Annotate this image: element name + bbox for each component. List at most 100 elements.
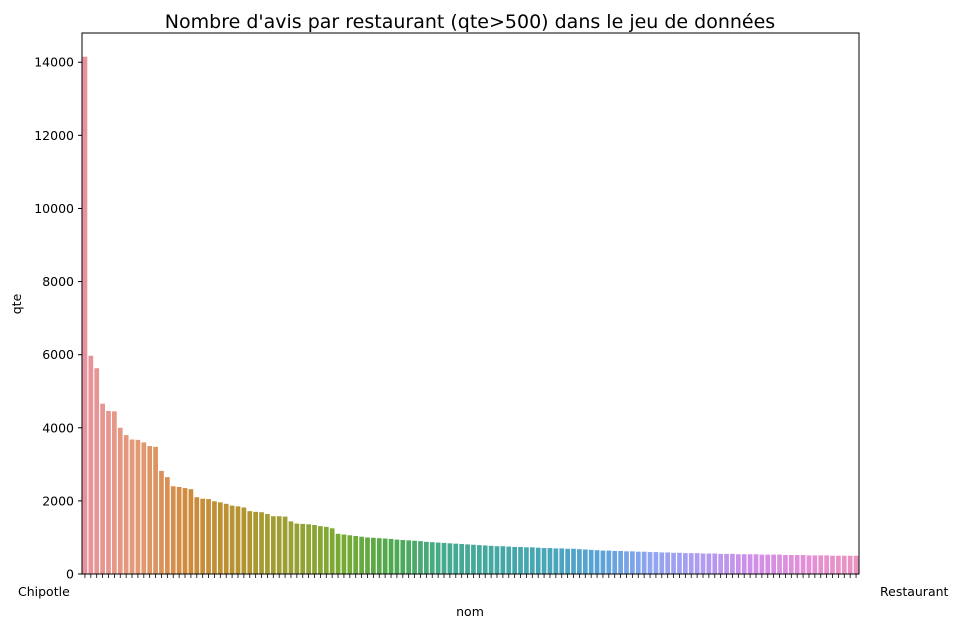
bar	[688, 553, 694, 574]
bar	[217, 502, 223, 574]
bar	[200, 498, 206, 574]
bar	[106, 410, 111, 574]
bar	[123, 435, 129, 574]
bar	[730, 553, 735, 574]
bar	[164, 477, 170, 574]
bar	[359, 536, 364, 574]
bar	[335, 533, 341, 574]
bar	[824, 555, 829, 574]
bar	[423, 541, 429, 574]
bar	[759, 554, 765, 574]
bar	[170, 486, 176, 574]
bar	[588, 549, 594, 574]
bar	[476, 545, 482, 574]
bar	[223, 503, 229, 574]
bar	[429, 542, 435, 574]
y-tick-label: 2000	[42, 493, 74, 508]
bar	[376, 538, 382, 574]
bar	[594, 550, 600, 574]
bar	[524, 547, 529, 574]
bar	[712, 553, 718, 574]
bar	[600, 550, 606, 574]
bar	[259, 512, 264, 574]
bar	[577, 549, 582, 574]
bar	[830, 555, 835, 574]
bar	[694, 553, 700, 574]
bar	[559, 548, 565, 574]
bar	[394, 539, 400, 574]
x-category-first: Chipotle	[18, 584, 70, 599]
bar	[241, 507, 247, 574]
y-tick-label: 12000	[34, 128, 74, 143]
bar	[836, 555, 841, 574]
bar	[612, 550, 618, 574]
bar	[682, 553, 688, 574]
bar	[323, 526, 329, 574]
bar	[506, 546, 512, 574]
bar	[847, 555, 853, 574]
x-category-last: Restaurant	[880, 584, 949, 599]
bar	[512, 546, 518, 574]
bar	[541, 548, 547, 574]
bar	[229, 505, 235, 574]
bar	[529, 547, 535, 574]
plot-frame	[81, 32, 860, 575]
bar	[135, 439, 141, 574]
bar	[447, 543, 453, 574]
bar	[794, 554, 800, 574]
bar	[488, 545, 494, 574]
y-axis-label: qte	[9, 293, 24, 314]
bar	[641, 551, 647, 574]
bar	[400, 540, 406, 574]
bar	[777, 554, 782, 574]
bar	[500, 546, 506, 574]
bar	[718, 553, 724, 574]
bar	[465, 544, 470, 574]
bar	[735, 554, 741, 574]
bar	[288, 521, 294, 574]
bar	[194, 497, 200, 574]
y-tick-label: 8000	[42, 274, 74, 289]
bar	[841, 555, 847, 574]
bar	[635, 551, 641, 574]
bar	[441, 542, 447, 574]
bar	[253, 511, 259, 574]
bar	[388, 538, 394, 574]
bar	[159, 470, 164, 574]
bar	[270, 516, 276, 574]
bar	[459, 544, 465, 574]
bar	[647, 552, 653, 574]
bar	[665, 552, 671, 574]
bar	[741, 554, 747, 574]
bar	[659, 552, 665, 574]
bar	[653, 552, 659, 574]
bar	[353, 535, 359, 574]
bar	[418, 541, 423, 574]
bar	[117, 427, 123, 574]
bar	[765, 554, 771, 574]
bar	[853, 555, 859, 574]
bar	[235, 506, 241, 574]
bar	[412, 540, 417, 574]
bar	[276, 516, 282, 574]
bar	[341, 534, 347, 574]
bar	[282, 516, 288, 574]
y-tick-label: 14000	[34, 55, 74, 70]
bar	[547, 548, 553, 574]
bar	[788, 554, 794, 574]
bar	[176, 487, 182, 574]
chart-title: Nombre d'avis par restaurant (qte>500) d…	[165, 11, 775, 33]
bar	[153, 446, 158, 574]
y-axis-ticks: 0 2000 4000 6000 8000 10000 12000 14000	[34, 55, 82, 582]
bar	[112, 411, 117, 574]
bar	[129, 439, 135, 574]
bar	[565, 548, 570, 574]
bars-group	[82, 56, 859, 575]
bar	[300, 523, 306, 574]
bar	[606, 550, 612, 574]
y-tick-label: 6000	[42, 347, 74, 362]
bar	[212, 501, 217, 574]
bar	[771, 554, 777, 574]
bar	[482, 545, 488, 574]
